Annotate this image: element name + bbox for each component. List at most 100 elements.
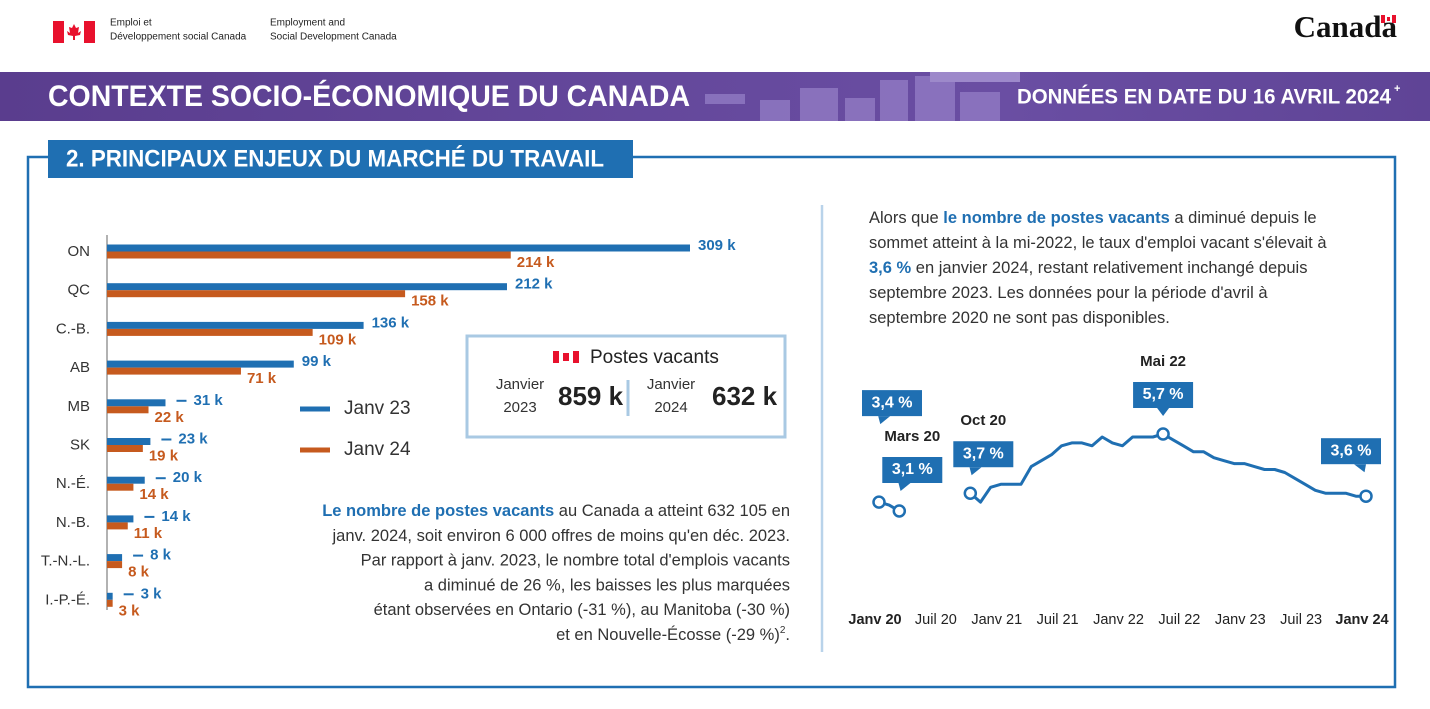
text-run: Par rapport à janv. 2023, le nombre tota… [361, 552, 790, 570]
emphasis: Le nombre de postes vacants [322, 502, 554, 520]
flag-bar [84, 21, 95, 43]
text-run: a diminué de 26 %, les baisses les plus … [424, 577, 790, 595]
bar [107, 406, 149, 414]
emphasis: le nombre de postes vacants [943, 209, 1170, 227]
point [872, 495, 886, 509]
building [930, 72, 1020, 82]
legend-label: Janv 24 [344, 439, 411, 460]
footnote-ref: 2 [780, 625, 786, 636]
callout-pointer [1157, 408, 1170, 416]
flag-bar [553, 351, 559, 363]
summary-flag [553, 351, 579, 363]
paragraph-line: Alors que le nombre de postes vacants a … [869, 209, 1317, 227]
summary-title: Postes vacants [590, 347, 719, 368]
x-tick-label: Janv 23 [1215, 612, 1266, 628]
building [880, 80, 908, 121]
text-run: septembre 2020 ne sont pas disponibles. [869, 309, 1170, 327]
value-label: 19 k [149, 447, 179, 464]
callout-pointer [1354, 464, 1366, 473]
category-label: ON [68, 243, 91, 260]
summary-value: 632 k [712, 381, 778, 411]
point-label: Oct 20 [960, 412, 1006, 429]
bar [107, 554, 123, 562]
banner-date-mark: + [1394, 83, 1400, 95]
x-tick-label: Janv 20 [848, 612, 901, 628]
summary-period: Janvier [647, 376, 695, 393]
text-run: janv. 2024, soit environ 6 000 offres de… [331, 527, 790, 545]
value-label: 214 k [517, 254, 555, 271]
value-label: 3 k [119, 602, 141, 619]
value-label: 14 k [161, 508, 191, 525]
paragraph-line: janv. 2024, soit environ 6 000 offres de… [331, 527, 790, 545]
point-label: Mai 22 [1140, 353, 1186, 370]
category-label: SK [70, 436, 90, 453]
value-label: 14 k [139, 486, 169, 503]
building [800, 88, 838, 121]
section-tab [48, 140, 633, 178]
paragraph-line: septembre 2020 ne sont pas disponibles. [869, 309, 1170, 327]
building [845, 98, 875, 121]
bar [107, 522, 128, 530]
callout-label: 3,6 % [1331, 442, 1372, 459]
category-label: N.-É. [56, 475, 90, 492]
department-logo [53, 21, 95, 43]
point [1156, 427, 1170, 441]
x-tick-label: Juil 23 [1280, 612, 1322, 628]
banner-date: DONNÉES EN DATE DU 16 AVRIL 2024 [1017, 86, 1391, 109]
bar [107, 438, 151, 445]
bar [107, 283, 507, 291]
bar [107, 251, 511, 259]
callout-box [862, 390, 922, 417]
summary-period: 2023 [503, 399, 536, 416]
category-label: MB [68, 398, 91, 415]
flag-bar [1381, 15, 1385, 23]
bar [107, 483, 134, 491]
value-label: 31 k [193, 392, 223, 409]
maple-leaf [563, 353, 569, 361]
wordmark-flag [1381, 15, 1396, 23]
x-tick-label: Janv 22 [1093, 612, 1144, 628]
category-label: C.-B. [56, 320, 90, 337]
value-label: 23 k [178, 430, 208, 447]
value-label: 20 k [173, 469, 203, 486]
point [1359, 489, 1373, 503]
banner-title: CONTEXTE SOCIO-ÉCONOMIQUE DU CANADA [48, 79, 690, 113]
department-fr: Développement social Canada [110, 32, 247, 43]
value-label: 3 k [141, 585, 163, 602]
bar [107, 445, 143, 452]
bar [107, 599, 113, 607]
callout-label: 5,7 % [1143, 386, 1184, 403]
value-label: 109 k [319, 331, 357, 348]
text-run: et en Nouvelle-Écosse (-29 %) [556, 625, 780, 644]
category-label: AB [70, 359, 90, 376]
bar [107, 367, 241, 375]
value-label: 8 k [128, 564, 150, 581]
value-label: 71 k [247, 370, 277, 387]
bar [107, 476, 145, 484]
flag-bar [573, 351, 579, 363]
x-tick-label: Juil 20 [915, 612, 957, 628]
line [878, 432, 1366, 513]
value-label: 22 k [155, 409, 185, 426]
callout-pointer [898, 483, 911, 491]
summary-period: Janvier [496, 376, 544, 393]
value-label: 8 k [150, 547, 172, 564]
callout-pointer [878, 416, 891, 425]
paragraph-line: sommet atteint à la mi-2022, le taux d'e… [869, 234, 1327, 252]
value-label: 212 k [515, 276, 553, 293]
building [705, 94, 745, 104]
section-title: 2. PRINCIPAUX ENJEUX DU MARCHÉ DU TRAVAI… [66, 144, 604, 172]
x-tick-label: Juil 22 [1158, 612, 1200, 628]
x-tick-label: Janv 24 [1335, 612, 1388, 628]
building [760, 100, 790, 121]
maple-leaf [67, 24, 81, 40]
building [915, 76, 955, 121]
value-label: 99 k [302, 353, 332, 370]
paragraph-line: septembre 2023. Les données pour la péri… [869, 284, 1268, 302]
bar [107, 399, 166, 407]
point-label: Mars 20 [884, 428, 940, 445]
value-label: 11 k [134, 525, 163, 542]
department-fr: Emploi et [110, 18, 152, 29]
summary-box [465, 334, 787, 439]
